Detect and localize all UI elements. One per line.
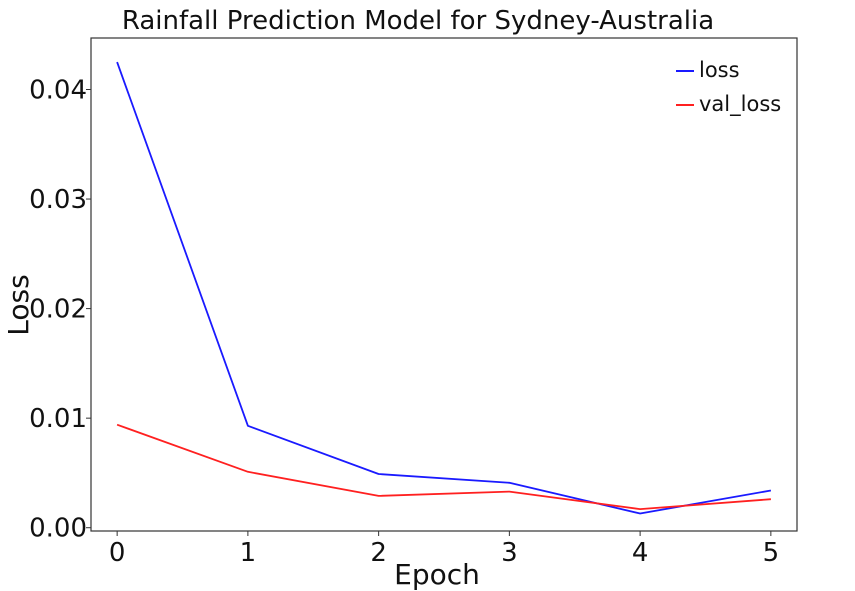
x-tick-label: 5 [763,538,780,568]
series-line-loss [116,61,772,515]
x-tick-label: 0 [109,538,126,568]
y-tick-label: 0.03 [29,185,87,215]
plot-area-frame [90,37,798,532]
series-lines [116,61,772,515]
x-tick-label: 4 [632,538,649,568]
y-tick-label: 0.01 [29,404,87,434]
series-line-val-loss [116,423,771,511]
y-tick-label: 0.00 [29,514,87,544]
y-tick-label: 0.04 [29,75,87,105]
chart-title: Rainfall Prediction Model for Sydney-Aus… [122,6,714,36]
y-axis-ticks: 0.00 0.01 0.02 0.03 0.04 [29,75,91,544]
x-tick-label: 1 [240,538,257,568]
x-tick-label: 3 [501,538,518,568]
legend-label-loss: loss [699,58,740,82]
legend: loss val_loss [676,58,781,117]
legend-label-val-loss: val_loss [699,92,781,117]
y-axis-label: Loss [2,274,35,335]
y-tick-label: 0.02 [29,295,87,325]
x-axis-label: Epoch [394,558,480,591]
x-axis-ticks: 0 1 2 3 4 5 [109,531,779,568]
x-tick-label: 2 [370,538,387,568]
